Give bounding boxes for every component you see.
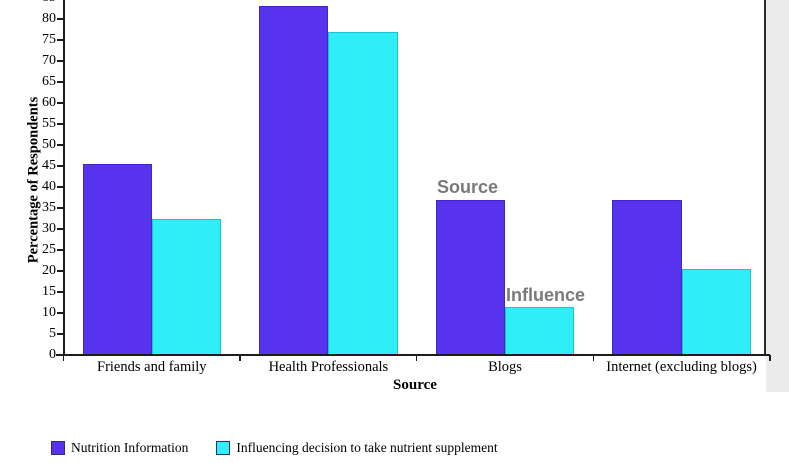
x-tick-mark	[769, 355, 771, 361]
plot-right-border	[763, 0, 766, 355]
y-tick-label: 30	[42, 221, 56, 236]
y-tick-label: 45	[42, 158, 56, 173]
x-axis-title: Source	[393, 377, 437, 393]
y-tick-mark	[56, 165, 63, 167]
annotation-influence-label: Influence	[506, 285, 586, 305]
bar-internet-excluding-blogs-influencing-decision-to-take-nutrient-supplement[interactable]	[681, 268, 751, 355]
bar-friends-and-family-influencing-decision-to-take-nutrient-supplement[interactable]	[151, 218, 222, 355]
y-tick-label: 85	[22, 0, 56, 6]
bar-friends-and-family-nutrition-information[interactable]	[82, 163, 152, 355]
y-axis-line	[62, 0, 65, 356]
y-tick-mark	[56, 102, 63, 104]
annotation-source-label: Source	[437, 177, 499, 197]
y-tick-label: 15	[42, 284, 56, 299]
legend-label: Nutrition Information	[71, 440, 189, 455]
y-tick-mark	[56, 81, 63, 83]
bar-blogs-influencing-decision-to-take-nutrient-supplement[interactable]	[505, 306, 575, 355]
legend-label: Influencing decision to take nutrient su…	[236, 440, 498, 455]
window-margin	[766, 0, 789, 392]
y-tick-mark	[56, 123, 63, 125]
y-tick-mark	[56, 39, 63, 41]
x-tick-mark	[62, 355, 65, 361]
bar-blogs-nutrition-information[interactable]	[435, 199, 505, 355]
y-tick-label: 50	[42, 137, 56, 152]
y-tick-label: 55	[42, 116, 56, 131]
x-tick-mark	[592, 355, 595, 361]
y-tick-mark	[56, 291, 63, 293]
y-tick-label: 0	[49, 347, 56, 362]
x-tick-mark	[415, 355, 418, 361]
legend: Nutrition Information Influencing decisi…	[51, 440, 498, 456]
bar-health-professionals-influencing-decision-to-take-nutrient-supplement[interactable]	[328, 31, 398, 355]
y-tick-mark	[56, 312, 63, 314]
y-tick-mark	[56, 18, 63, 20]
y-tick-label: 35	[42, 200, 56, 215]
y-tick-label: 25	[42, 242, 56, 257]
y-tick-mark	[56, 249, 63, 251]
y-tick-label: 40	[42, 179, 56, 194]
y-tick-mark	[56, 333, 63, 335]
bar-internet-excluding-blogs-nutrition-information[interactable]	[612, 199, 682, 355]
y-tick-label: 80	[42, 11, 56, 26]
y-tick-mark	[56, 144, 63, 146]
y-tick-mark	[56, 186, 63, 188]
y-tick-label: 5	[49, 326, 56, 341]
y-axis-title: Percentage of Respondents	[25, 96, 42, 264]
y-tick-mark	[56, 270, 63, 272]
y-tick-mark	[56, 207, 63, 209]
y-tick-mark	[56, 228, 63, 230]
bar-health-professionals-nutrition-information[interactable]	[259, 6, 329, 355]
legend-item-nutrition-information: Nutrition Information	[51, 440, 188, 456]
category-label-internet-excluding-blogs: Internet (excluding blogs)	[606, 359, 757, 375]
legend-swatch-purple	[51, 441, 65, 455]
y-tick-label: 65	[42, 74, 56, 89]
x-axis-line	[56, 353, 770, 356]
y-tick-label: 10	[42, 305, 56, 320]
y-tick-label: 60	[42, 95, 56, 110]
x-tick-mark	[239, 355, 241, 361]
category-label-health-professionals: Health Professionals	[268, 359, 389, 375]
category-label-friends-and-family: Friends and family	[97, 359, 207, 375]
legend-swatch-cyan	[216, 441, 231, 455]
category-label-blogs: Blogs	[488, 359, 522, 375]
y-tick-mark	[56, 60, 63, 62]
y-tick-label: 70	[42, 53, 56, 68]
y-tick-label: 75	[42, 32, 56, 47]
y-tick-label: 20	[42, 263, 56, 278]
legend-item-influencing-decision: Influencing decision to take nutrient su…	[216, 440, 498, 456]
